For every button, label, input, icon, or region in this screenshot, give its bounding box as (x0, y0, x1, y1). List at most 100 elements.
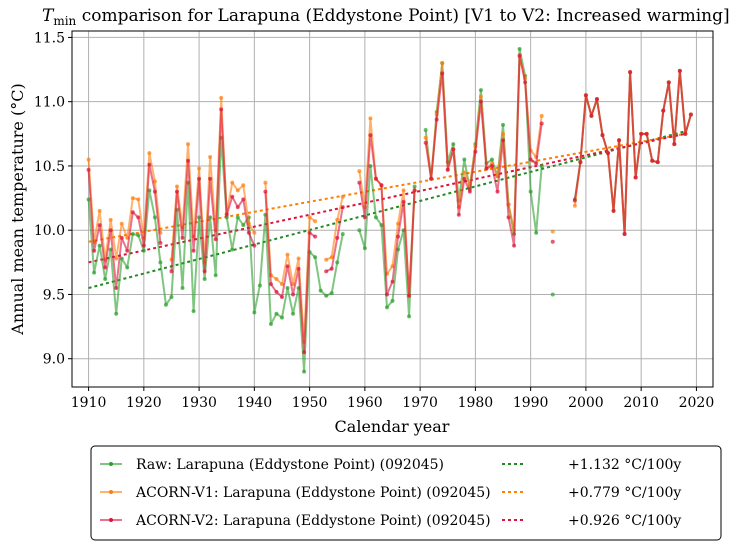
data-point (307, 230, 312, 235)
data-point (279, 315, 284, 320)
data-point (478, 94, 483, 99)
data-point (335, 217, 340, 222)
data-point (186, 158, 191, 163)
y-axis-label: Annual mean temperature (°C) (8, 83, 27, 335)
data-point (384, 305, 389, 310)
data-point (169, 295, 174, 300)
data-point (423, 127, 428, 132)
data-point (390, 279, 395, 284)
data-point (451, 142, 456, 147)
data-point (202, 269, 207, 274)
data-point (550, 229, 555, 234)
data-point (324, 257, 329, 262)
legend-trend-label-2: +0.926 °C/100y (568, 513, 681, 529)
data-point (302, 350, 307, 355)
x-axis: 1910 1920 1930 1940 1950 1960 1970 1980 1990 2000… (71, 387, 714, 411)
data-point (224, 212, 229, 217)
data-point (208, 215, 213, 220)
data-point (108, 217, 113, 222)
data-point (462, 157, 467, 162)
data-point (92, 248, 97, 253)
data-point (550, 239, 555, 244)
series-line (573, 69, 692, 236)
y-tick-label: 11.0 (34, 95, 65, 111)
data-point (489, 163, 494, 168)
title-var: T (42, 6, 55, 26)
data-point (335, 235, 340, 240)
legend: Raw: Larapuna (Eddystone Point) (092045)… (90, 445, 722, 541)
data-point (302, 369, 307, 374)
data-point (252, 230, 257, 235)
data-point (191, 248, 196, 253)
plot-frame (71, 30, 714, 388)
data-point (235, 205, 240, 210)
data-point (407, 293, 412, 298)
data-point (495, 189, 500, 194)
data-point (639, 131, 644, 136)
data-point (180, 286, 185, 291)
data-point (169, 269, 174, 274)
data-point (423, 140, 428, 145)
x-tick-label: 2000 (568, 395, 604, 411)
legend-label-0: Raw: Larapuna (Eddystone Point) (092045) (136, 457, 444, 473)
data-point (313, 234, 318, 239)
data-point (368, 116, 373, 121)
data-point (440, 61, 445, 66)
data-point (180, 235, 185, 240)
data-point (594, 97, 599, 102)
data-point (666, 80, 671, 85)
data-point (274, 311, 279, 316)
x-tick-label: 1940 (237, 395, 273, 411)
x-tick-label: 1980 (458, 395, 494, 411)
data-point (478, 99, 483, 104)
data-point (141, 248, 146, 253)
data-point (628, 70, 633, 75)
data-point (534, 230, 539, 235)
data-point (357, 169, 362, 174)
data-point (501, 122, 506, 127)
series-lines (86, 46, 693, 374)
data-point (97, 223, 102, 228)
data-point (362, 246, 367, 251)
data-point (108, 228, 113, 233)
data-point (208, 176, 213, 181)
data-point (114, 256, 119, 261)
data-point (103, 265, 108, 270)
data-point (291, 292, 296, 297)
data-point (379, 183, 384, 188)
data-point (412, 188, 417, 193)
data-point (528, 189, 533, 194)
series-2 (86, 53, 693, 355)
data-point (357, 180, 362, 185)
data-point (512, 243, 517, 248)
data-point (263, 189, 268, 194)
data-point (147, 162, 152, 167)
data-point (285, 286, 290, 291)
data-point (119, 221, 124, 226)
data-point (285, 264, 290, 269)
data-point (340, 194, 345, 199)
data-point (683, 131, 688, 136)
series-line (170, 108, 256, 273)
data-point (373, 176, 378, 181)
data-point (147, 151, 152, 156)
data-point (235, 215, 240, 220)
data-point (263, 180, 268, 185)
y-tick-label: 9.5 (43, 287, 65, 303)
data-point (318, 288, 323, 293)
data-point (119, 235, 124, 240)
data-point (191, 309, 196, 314)
data-point (103, 277, 108, 282)
data-point (324, 269, 329, 274)
data-point (92, 270, 97, 275)
data-point (357, 228, 362, 233)
data-point (672, 142, 677, 147)
data-point (257, 283, 262, 288)
data-point (467, 189, 472, 194)
title-rest: comparison for Larapuna (Eddystone Point… (76, 6, 729, 26)
data-point (650, 158, 655, 163)
data-point (197, 176, 202, 181)
data-point (517, 53, 522, 58)
data-point (329, 291, 334, 296)
x-tick-label: 2010 (623, 395, 659, 411)
